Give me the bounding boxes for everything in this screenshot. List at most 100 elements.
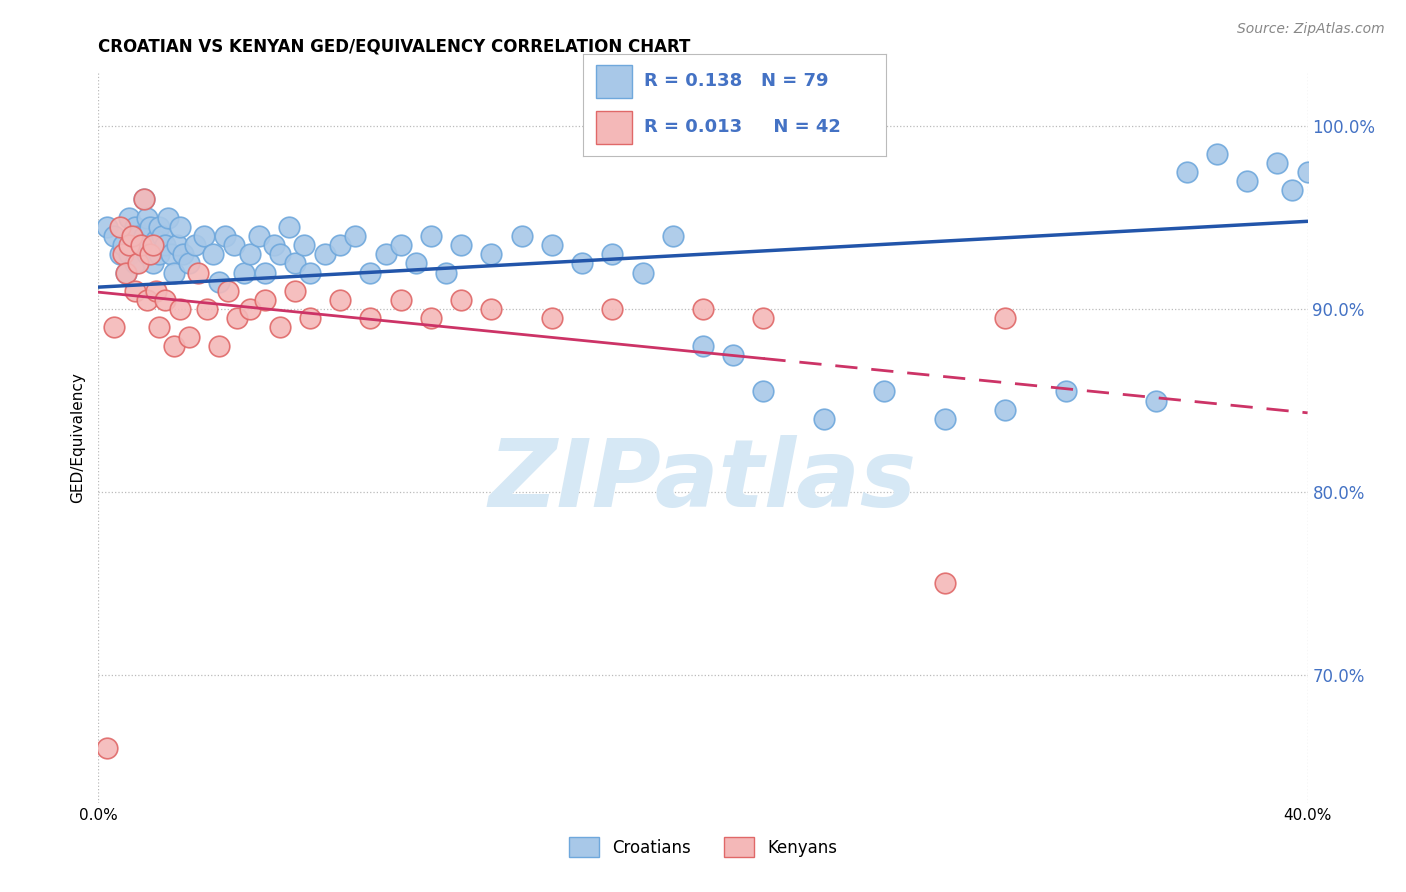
Point — [114, 265, 136, 279]
Point — [661, 228, 683, 243]
Point — [111, 238, 134, 252]
Point — [135, 211, 157, 225]
Point — [329, 293, 352, 307]
Point — [163, 338, 186, 352]
Point — [360, 265, 382, 279]
Point — [269, 247, 291, 261]
Point — [118, 247, 141, 261]
Point — [217, 284, 239, 298]
Point — [1236, 174, 1258, 188]
Point — [111, 247, 134, 261]
Point — [239, 247, 262, 261]
Point — [139, 247, 162, 261]
Point — [277, 219, 299, 234]
Point — [1144, 393, 1167, 408]
Point — [481, 247, 503, 261]
Point — [752, 311, 775, 326]
Point — [420, 228, 443, 243]
Point — [127, 228, 149, 243]
Point — [96, 740, 118, 755]
Point — [118, 238, 141, 252]
Point — [169, 301, 191, 316]
Point — [631, 265, 654, 279]
Point — [284, 256, 307, 270]
Point — [187, 265, 209, 279]
Point — [226, 311, 249, 326]
Point — [239, 301, 262, 316]
Text: CROATIAN VS KENYAN GED/EQUIVALENCY CORRELATION CHART: CROATIAN VS KENYAN GED/EQUIVALENCY CORRE… — [98, 38, 690, 56]
Point — [108, 219, 131, 234]
Point — [127, 256, 149, 270]
Point — [253, 265, 276, 279]
Point — [1281, 183, 1303, 197]
Point — [1206, 146, 1229, 161]
Point — [752, 384, 775, 399]
Point — [160, 247, 183, 261]
Point — [96, 219, 118, 234]
Point — [179, 256, 201, 270]
Point — [994, 311, 1017, 326]
Point — [156, 211, 179, 225]
Point — [405, 256, 427, 270]
Point — [179, 329, 201, 343]
Point — [374, 247, 396, 261]
Point — [208, 338, 231, 352]
Point — [389, 238, 412, 252]
Point — [135, 247, 157, 261]
Point — [723, 348, 745, 362]
Point — [571, 256, 593, 270]
Point — [150, 228, 173, 243]
Point — [269, 320, 291, 334]
Point — [284, 284, 307, 298]
Point — [139, 219, 162, 234]
Legend: Croatians, Kenyans: Croatians, Kenyans — [568, 838, 838, 856]
Text: ZIPatlas: ZIPatlas — [489, 435, 917, 527]
Point — [540, 238, 562, 252]
Point — [389, 293, 412, 307]
Point — [153, 238, 176, 252]
Point — [1296, 165, 1319, 179]
Point — [813, 411, 835, 425]
Point — [135, 293, 157, 307]
Point — [124, 219, 146, 234]
Point — [166, 238, 188, 252]
Text: Source: ZipAtlas.com: Source: ZipAtlas.com — [1237, 22, 1385, 37]
Point — [602, 247, 624, 261]
Point — [114, 265, 136, 279]
Y-axis label: GED/Equivalency: GED/Equivalency — [70, 372, 86, 502]
Point — [232, 265, 254, 279]
Text: R = 0.138   N = 79: R = 0.138 N = 79 — [644, 72, 828, 90]
Point — [360, 311, 382, 326]
Point — [263, 238, 285, 252]
Point — [292, 238, 315, 252]
Point — [602, 301, 624, 316]
Point — [299, 265, 322, 279]
Point — [450, 293, 472, 307]
Point — [145, 284, 167, 298]
Point — [129, 238, 152, 252]
Point — [145, 233, 167, 247]
Point — [103, 228, 125, 243]
Point — [202, 247, 225, 261]
Point — [103, 320, 125, 334]
Point — [142, 238, 165, 252]
Point — [153, 293, 176, 307]
Point — [118, 211, 141, 225]
Point — [994, 402, 1017, 417]
Point — [193, 228, 215, 243]
Point — [208, 275, 231, 289]
Point — [934, 411, 956, 425]
Point — [148, 247, 170, 261]
Point — [132, 228, 155, 243]
Point — [540, 311, 562, 326]
Point — [124, 256, 146, 270]
Point — [934, 576, 956, 591]
Point — [434, 265, 457, 279]
Point — [132, 192, 155, 206]
Point — [450, 238, 472, 252]
Point — [247, 228, 270, 243]
Point — [481, 301, 503, 316]
Point — [299, 311, 322, 326]
Point — [148, 219, 170, 234]
Point — [169, 219, 191, 234]
